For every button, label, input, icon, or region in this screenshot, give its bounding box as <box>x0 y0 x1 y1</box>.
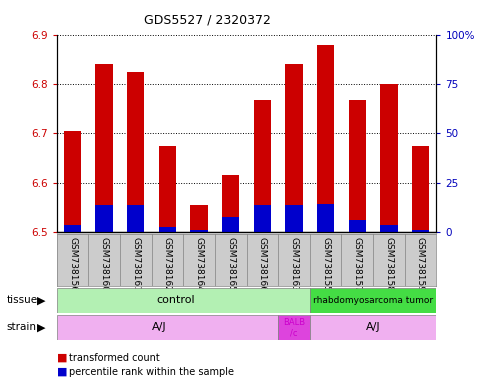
Bar <box>380 84 397 232</box>
Bar <box>190 205 208 232</box>
Text: GSM738155: GSM738155 <box>321 237 330 292</box>
Text: GSM738165: GSM738165 <box>226 237 235 292</box>
Bar <box>96 205 113 232</box>
Text: GSM738164: GSM738164 <box>195 237 204 292</box>
Text: GSM738156: GSM738156 <box>68 237 77 292</box>
Bar <box>127 72 144 232</box>
Text: control: control <box>156 295 195 306</box>
Text: GSM738162: GSM738162 <box>163 237 172 292</box>
Text: GSM738158: GSM738158 <box>385 237 393 292</box>
Bar <box>380 225 397 232</box>
Bar <box>159 146 176 232</box>
Bar <box>317 45 334 232</box>
FancyBboxPatch shape <box>57 288 310 313</box>
Bar <box>412 230 429 232</box>
Bar <box>159 227 176 232</box>
Bar <box>253 205 271 232</box>
Text: ■: ■ <box>57 367 67 377</box>
FancyBboxPatch shape <box>57 315 278 340</box>
Bar <box>127 205 144 232</box>
Text: BALB
/c: BALB /c <box>283 318 305 337</box>
Text: strain: strain <box>6 322 36 332</box>
Bar <box>349 220 366 232</box>
Bar <box>349 100 366 232</box>
Text: GSM738160: GSM738160 <box>100 237 108 292</box>
Text: GSM738166: GSM738166 <box>258 237 267 292</box>
Text: GSM738159: GSM738159 <box>416 237 425 292</box>
Text: transformed count: transformed count <box>69 353 160 363</box>
FancyBboxPatch shape <box>310 315 436 340</box>
Bar <box>317 204 334 232</box>
Bar <box>253 100 271 232</box>
Bar <box>412 146 429 232</box>
Text: percentile rank within the sample: percentile rank within the sample <box>69 367 234 377</box>
Text: GDS5527 / 2320372: GDS5527 / 2320372 <box>143 13 271 26</box>
Bar <box>285 205 303 232</box>
FancyBboxPatch shape <box>278 315 310 340</box>
Text: A/J: A/J <box>152 322 167 333</box>
Bar <box>190 230 208 232</box>
FancyBboxPatch shape <box>310 288 436 313</box>
Bar <box>222 175 240 232</box>
Text: A/J: A/J <box>366 322 380 333</box>
Text: ▶: ▶ <box>36 322 45 332</box>
Text: GSM738157: GSM738157 <box>352 237 362 292</box>
Bar <box>96 64 113 232</box>
Text: GSM738161: GSM738161 <box>131 237 141 292</box>
Text: ■: ■ <box>57 353 67 363</box>
Text: GSM738163: GSM738163 <box>289 237 298 292</box>
Text: rhabdomyosarcoma tumor: rhabdomyosarcoma tumor <box>313 296 433 305</box>
Bar <box>64 225 81 232</box>
Bar <box>64 131 81 232</box>
Bar <box>285 64 303 232</box>
Text: ▶: ▶ <box>36 295 45 305</box>
Text: tissue: tissue <box>6 295 37 305</box>
Bar <box>222 217 240 232</box>
